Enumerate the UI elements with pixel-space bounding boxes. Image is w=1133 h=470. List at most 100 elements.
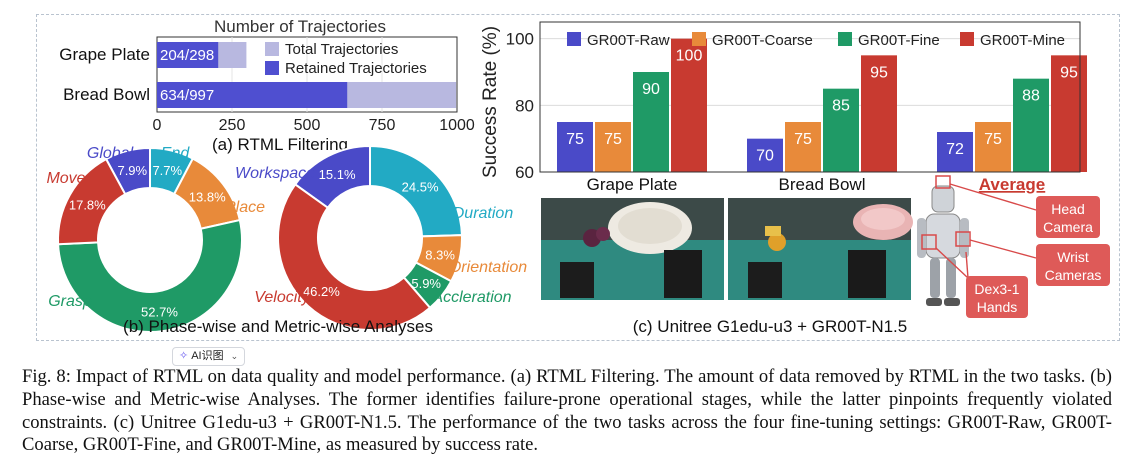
bar-value-label: 95 (870, 64, 888, 81)
bar-value-label: 75 (604, 131, 622, 148)
legend-label-gr00t-fine: GR00T-Fine (858, 32, 940, 49)
panel-c-ytick: 60 (515, 163, 534, 182)
bar-value-label: 95 (1060, 64, 1078, 81)
callout-dex-hands: Dex3-1 Hands (966, 276, 1028, 318)
panel-a-title: Number of Trajectories (214, 17, 386, 36)
figure-canvas: Number of Trajectories 204/298 634/997 0 2… (46, 17, 1110, 336)
bar-gr00t-fine-2 (1013, 78, 1049, 172)
callout-head-line2: Camera (1043, 219, 1093, 235)
robot-illustration (917, 175, 1037, 306)
donut-pct-label: 52.7% (141, 304, 178, 319)
legend-swatch-gr00t-fine (838, 32, 852, 46)
wrist-camera-marker-right (955, 231, 971, 247)
panel-b: 7.9% 7.7% 13.8% 52.7% 17.8% 15.1% 24.5% 8.3% 5.… (46, 144, 527, 336)
donut-slice-move (57, 157, 127, 246)
panel-a-xtick: 250 (219, 117, 246, 134)
bar-value-label: 634/997 (160, 87, 214, 104)
callout-wrist-line2: Cameras (1045, 267, 1102, 283)
donut-slice-velocity (277, 182, 432, 331)
bar-gr00t-raw-0 (557, 122, 593, 172)
legend-swatch-gr00t-mine (960, 32, 974, 46)
legend-swatch-retained (265, 61, 279, 75)
callout-hands-line2: Hands (977, 299, 1017, 315)
bar-gr00t-fine-0 (633, 72, 669, 172)
category-label-orientation: Orientation (449, 259, 527, 276)
group-label: Grape Plate (587, 175, 678, 194)
group-label: Average (979, 175, 1045, 194)
legend-label-gr00t-coarse: GR00T-Coarse (712, 32, 813, 49)
donut-pct-label: 17.8% (69, 198, 106, 213)
phase-donut: 7.9% 7.7% 13.8% 52.7% 17.8% (57, 146, 243, 333)
bar-value-label: 90 (642, 81, 660, 98)
panel-a-caption: (a) RTML Filtering (212, 135, 348, 154)
head-camera-marker (935, 175, 951, 189)
bar-value-label: 85 (832, 98, 850, 115)
bar-gr00t-raw-2 (937, 132, 973, 172)
legend-label-total: Total Trajectories (285, 41, 398, 58)
photo-grape-plate (541, 198, 724, 300)
legend-swatch-total (265, 42, 279, 56)
panel-a-xtick: 0 (153, 117, 162, 134)
bar-value-label: 204/298 (160, 47, 214, 64)
category-label-duration: Duration (453, 205, 514, 222)
category-label-grasp: Grasp (48, 293, 92, 310)
legend-swatch-gr00t-coarse (692, 32, 706, 46)
panel-a-legend: Total Trajectories Retained Trajectories (265, 41, 427, 77)
donut-pct-label: 7.7% (152, 163, 182, 178)
panel-a-bars: 204/298 634/997 (157, 42, 457, 108)
panel-c-ytick: 100 (506, 30, 534, 49)
panel-c-plot-frame (539, 21, 1081, 173)
bar-gr00t-fine-1 (823, 88, 859, 172)
bar-value-label: 72 (946, 141, 964, 158)
category-label-place: Place (225, 199, 265, 216)
bar-value-label: 75 (566, 131, 584, 148)
ai-tag-label: AI识图 (191, 350, 224, 362)
donut-pct-label: 15.1% (319, 167, 356, 182)
donut-pct-label: 24.5% (402, 179, 439, 194)
panel-a: Number of Trajectories 204/298 634/997 0 2… (59, 17, 475, 154)
category-label-workspace: Workspace (235, 165, 315, 182)
bar-gr00t-mine-0 (671, 38, 707, 172)
bar-gr00t-mine-1 (861, 55, 897, 173)
ai-image-button[interactable]: ✧ AI识图 ⌄ (172, 347, 246, 366)
legend-label-gr00t-raw: GR00T-Raw (587, 32, 670, 49)
ai-sparkle-icon: ✧ (179, 350, 189, 362)
panel-c: Success Rate (%) 60 80 100 75 75 90 100 70 75 85… (480, 21, 1110, 336)
bar-gr00t-mine-2 (1051, 55, 1087, 173)
donut-slice-grasp (57, 218, 243, 333)
legend-swatch-gr00t-raw (567, 32, 581, 46)
category-label-move: Move (46, 170, 85, 187)
metric-donut: 15.1% 24.5% 8.3% 5.9% 46.2% (277, 144, 463, 331)
legend-label-retained: Retained Trajectories (285, 60, 427, 77)
bar-retained-0 (157, 42, 219, 68)
figure-caption: Fig. 8: Impact of RTML on data quality a… (22, 366, 1112, 456)
bar-gr00t-raw-1 (747, 138, 783, 172)
panel-a-row-label: Bread Bowl (63, 85, 150, 104)
donut-pct-label: 7.9% (117, 163, 147, 178)
callout-hands-line1: Dex3-1 (974, 281, 1019, 297)
category-label-end: End (161, 145, 191, 162)
donut-pct-label: 8.3% (425, 247, 455, 262)
bar-value-label: 100 (676, 48, 703, 65)
panel-a-row-labels: Grape Plate Bread Bowl (59, 45, 150, 104)
panel-b-caption: (b) Phase-wise and Metric-wise Analyses (123, 317, 433, 336)
bar-value-label: 75 (794, 131, 812, 148)
panel-a-xtick: 500 (294, 117, 321, 134)
callout-head-line1: Head (1051, 201, 1084, 217)
bar-gr00t-coarse-0 (595, 122, 631, 172)
callout-head-camera: Head Camera (1036, 196, 1100, 238)
chevron-down-icon: ⌄ (230, 351, 239, 361)
donut-category-labels: Global End Place Grasp Move Workspace Duration… (46, 145, 527, 310)
callout-wrist-line1: Wrist (1057, 249, 1089, 265)
panel-a-xticks: 0 250 500 750 1000 (153, 117, 475, 134)
panel-c-legend: GR00T-Raw GR00T-Coarse GR00T-Fine GR00T-Min… (567, 32, 1065, 49)
category-label-velocity: Velocity (254, 289, 310, 306)
panel-a-xtick: 750 (369, 117, 396, 134)
bar-retained-1 (157, 82, 348, 108)
panel-c-ytick: 80 (515, 96, 534, 115)
bar-value-label: 75 (984, 131, 1002, 148)
panel-a-row-label: Grape Plate (59, 45, 150, 64)
donut-pct-label: 46.2% (303, 284, 340, 299)
panel-a-xtick: 1000 (439, 117, 475, 134)
group-label: Bread Bowl (779, 175, 866, 194)
